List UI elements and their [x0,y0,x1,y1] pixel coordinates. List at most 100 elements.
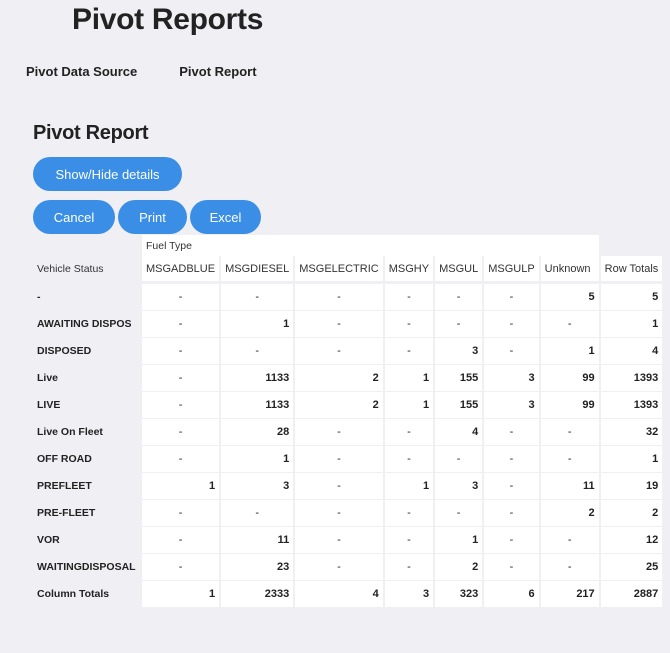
row-label: PREFLEET [33,472,140,499]
table-cell: - [142,391,220,418]
table-cell: - [540,445,599,472]
column-header: Row Totals [600,256,663,283]
table-cell: - [435,310,483,337]
table-cell: 28 [221,418,294,445]
print-button[interactable]: Print [118,200,187,234]
row-label: Column Totals [33,580,140,607]
table-cell: 23 [221,553,294,580]
table-cell: - [295,337,383,364]
table-cell: - [484,337,539,364]
cancel-button[interactable]: Cancel [33,200,115,234]
table-row: OFF ROAD -1- - - - -1 [33,445,663,472]
table-cell: - [142,310,220,337]
table-row: Live -1133 2 1 155 3 99 1393 [33,364,663,391]
table-cell: - [221,499,294,526]
table-cell: - [142,418,220,445]
table-cell: - [295,310,383,337]
table-cell: 1 [384,364,434,391]
row-label: PRE-FLEET [33,499,140,526]
table-cell: 1 [142,580,220,607]
table-row: DISPOSED - - - -3-1 4 [33,337,663,364]
table-cell: 1 [384,391,434,418]
table-cell: - [435,445,483,472]
column-header: MSGULP [484,256,539,283]
row-label: WAITINGDISPOSAL [33,553,140,580]
table-cell: - [142,526,220,553]
table-cell: 32 [600,418,663,445]
table-cell: 2 [295,364,383,391]
table-cell: - [384,310,434,337]
table-cell: 19 [600,472,663,499]
column-header-row: Vehicle Status MSGADBLUE MSGDIESEL MSGEL… [33,256,663,283]
table-cell: - [142,499,220,526]
table-cell: 6 [484,580,539,607]
table-cell: 5 [540,283,599,310]
table-cell: - [384,553,434,580]
table-cell: - [484,418,539,445]
table-cell: - [295,472,383,499]
tab-pivot-report[interactable]: Pivot Report [179,64,257,79]
table-cell: 11 [540,472,599,499]
table-cell: 2 [600,499,663,526]
table-row: PREFLEET 1 3-1 3-11 19 [33,472,663,499]
table-cell: - [540,310,599,337]
table-cell: - [484,445,539,472]
column-header: MSGUL [435,256,483,283]
table-cell: - [295,526,383,553]
table-row: WAITINGDISPOSAL -23- -2- -25 [33,553,663,580]
table-cell: 2887 [600,580,663,607]
table-row: AWAITING DISPOS -1- - - - -1 [33,310,663,337]
table-cell: - [142,283,220,310]
corner-cell [601,235,663,256]
column-header: MSGADBLUE [142,256,220,283]
table-cell: - [484,283,539,310]
table-cell: - [295,418,383,445]
table-cell: 1 [221,445,294,472]
table-cell: 3 [221,472,294,499]
table-cell: - [384,337,434,364]
table-cell: 3 [384,580,434,607]
table-cell: 4 [295,580,383,607]
table-cell: 99 [540,391,599,418]
table-cell: - [435,499,483,526]
fuel-type-group-label: Fuel Type [142,235,599,256]
table-cell: - [540,526,599,553]
pivot-table: Fuel Type Vehicle Status MSGADBLUE MSGDI… [31,235,664,607]
row-label: Live [33,364,140,391]
row-label: OFF ROAD [33,445,140,472]
table-cell: 2 [540,499,599,526]
table-cell: - [384,499,434,526]
table-row: VOR -11- -1- -12 [33,526,663,553]
table-cell: - [295,553,383,580]
table-cell: - [142,553,220,580]
table-cell: 3 [484,364,539,391]
tab-pivot-data-source[interactable]: Pivot Data Source [26,64,138,79]
section-title: Pivot Report [33,122,149,144]
table-cell: - [484,553,539,580]
table-row: PRE-FLEET - - - - - -2 2 [33,499,663,526]
table-cell: - [384,526,434,553]
table-cell: - [221,283,294,310]
table-cell: - [384,283,434,310]
table-cell: 1 [221,310,294,337]
table-cell: - [435,283,483,310]
table-cell: - [295,445,383,472]
show-hide-details-button[interactable]: Show/Hide details [33,157,182,191]
column-header: MSGDIESEL [221,256,294,283]
table-cell: 1393 [600,364,663,391]
table-cell: - [484,499,539,526]
table-cell: - [295,283,383,310]
table-cell: - [221,337,294,364]
table-cell: - [484,526,539,553]
corner-cell [33,235,140,256]
table-cell: 1 [384,472,434,499]
table-cell: 2 [435,553,483,580]
table-cell: 2333 [221,580,294,607]
excel-button[interactable]: Excel [190,200,261,234]
row-header-vehicle-status: Vehicle Status [33,256,140,283]
table-cell: 3 [484,391,539,418]
table-cell: 4 [435,418,483,445]
table-cell: 1 [600,310,663,337]
table-cell: 2 [295,391,383,418]
column-totals-row: Column Totals 1 2333 4 3 323 6 217 2887 [33,580,663,607]
